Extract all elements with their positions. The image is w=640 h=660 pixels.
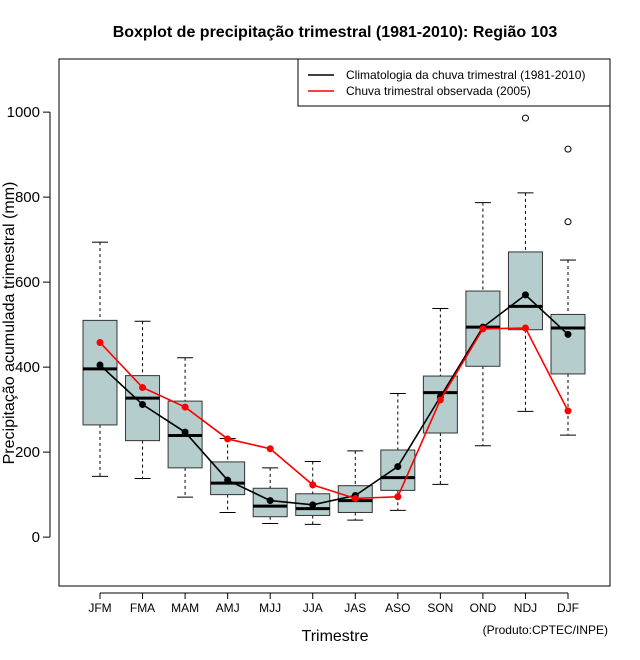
series-point-observed (436, 396, 444, 404)
x-tick-label: NDJ (514, 601, 537, 615)
credit-text: (Produto:CPTEC/INPE) (483, 623, 608, 637)
series-point-climatology (96, 361, 104, 369)
box-amj (210, 438, 246, 513)
legend-label-observed: Chuva trimestral observada (2005) (346, 84, 531, 98)
boxes-layer (82, 114, 586, 525)
series-point-observed (139, 384, 147, 392)
x-tick-label: ASO (385, 601, 410, 615)
legend: Climatologia da chuva trimestral (1981-2… (297, 58, 611, 107)
x-tick-label: JAS (344, 601, 366, 615)
box-jfm (82, 241, 118, 477)
series-point-observed (309, 481, 317, 489)
x-axis-label: Trimestre (302, 628, 369, 645)
x-tick-label: JJA (303, 601, 323, 615)
box-jas (337, 450, 373, 521)
series-point-climatology (521, 291, 529, 299)
series-point-observed (181, 403, 189, 411)
x-tick-label: MJJ (259, 601, 281, 615)
series-point-climatology (224, 476, 232, 484)
box-iqr (82, 319, 118, 426)
box-aso (380, 392, 416, 511)
series-point-observed (224, 435, 232, 443)
box-mam (167, 357, 203, 498)
series-line-climatology (99, 293, 569, 506)
x-tick-label: AMJ (216, 601, 240, 615)
x-axis: JFM FMA MAM AMJ MJJ JJA JAS ASO SON OND NDJ DJF (88, 592, 579, 615)
outlier-point (564, 145, 572, 153)
series-point-climatology (266, 497, 274, 505)
y-tick-label: 800 (15, 189, 40, 206)
y-tick-label: 0 (32, 529, 40, 546)
y-tick-label: 400 (15, 359, 40, 376)
series-point-climatology (564, 330, 572, 338)
legend-label-climatology: Climatologia da chuva trimestral (1981-2… (346, 68, 585, 82)
series-point-climatology (139, 401, 147, 409)
chart-title: Boxplot de precipitação trimestral (1981… (113, 24, 558, 41)
box-son (422, 307, 458, 485)
y-axis-label: Precipitação acumulada trimestral (mm) (1, 182, 18, 465)
outlier-point (521, 114, 529, 122)
series-point-observed (521, 324, 529, 332)
series-point-observed (564, 407, 572, 415)
series-point-climatology (309, 501, 317, 509)
y-tick-label: 200 (15, 444, 40, 461)
box-djf (550, 145, 586, 436)
x-tick-label: FMA (130, 601, 155, 615)
legend-box (297, 58, 611, 107)
series-point-observed (479, 325, 487, 333)
series-point-observed (394, 493, 402, 501)
series-lines-layer (96, 291, 572, 509)
series-point-climatology (394, 463, 402, 471)
series-point-observed (351, 494, 359, 502)
y-tick-label: 600 (15, 274, 40, 291)
series-line-observed (99, 327, 569, 500)
series-point-climatology (181, 428, 189, 436)
series-point-observed (266, 445, 274, 453)
y-tick-label: 1000 (7, 104, 40, 121)
box-iqr (507, 251, 543, 331)
x-tick-label: MAM (171, 601, 199, 615)
x-tick-label: SON (427, 601, 453, 615)
x-tick-label: JFM (88, 601, 111, 615)
x-tick-label: OND (470, 601, 497, 615)
outlier-point (564, 218, 572, 226)
box-iqr (422, 375, 458, 434)
y-axis: 0 200 400 600 800 1000 (7, 104, 51, 546)
series-point-observed (96, 338, 104, 346)
box-jja (295, 460, 331, 525)
box-fma (125, 320, 161, 479)
x-tick-label: DJF (557, 601, 579, 615)
box-iqr (125, 375, 161, 442)
box-ndj (507, 114, 543, 412)
